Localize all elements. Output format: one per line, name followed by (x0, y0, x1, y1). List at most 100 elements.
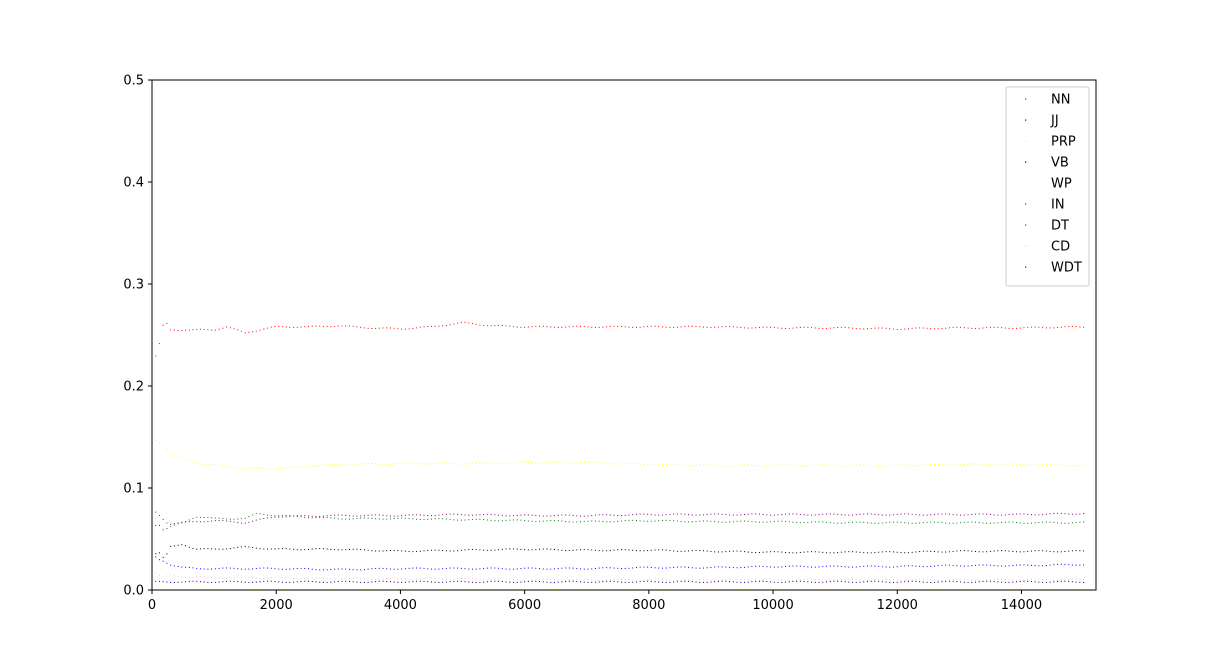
data-point (199, 516, 201, 518)
data-point (267, 327, 269, 329)
data-point (263, 577, 265, 579)
data-point (155, 556, 157, 558)
data-point (423, 519, 425, 521)
data-point (788, 552, 790, 554)
data-point (1019, 327, 1021, 329)
data-point (460, 514, 462, 516)
data-point (948, 513, 950, 515)
data-point (475, 581, 477, 583)
data-point (281, 568, 283, 570)
data-point (218, 517, 220, 519)
data-point (240, 587, 242, 589)
data-point (311, 517, 313, 519)
data-point (915, 522, 917, 524)
data-point (524, 567, 526, 569)
data-point (1023, 327, 1025, 329)
data-point (848, 465, 850, 467)
data-point (982, 564, 984, 566)
data-point (363, 463, 365, 465)
data-point (244, 581, 246, 583)
data-point (654, 325, 656, 327)
data-point (583, 326, 585, 328)
data-point (647, 586, 649, 588)
data-point (553, 568, 555, 570)
data-point (993, 514, 995, 516)
data-point (505, 325, 507, 327)
data-point (479, 578, 481, 580)
data-point (848, 566, 850, 568)
data-point (1038, 578, 1040, 580)
data-point (211, 517, 213, 519)
data-point (293, 326, 295, 328)
data-point (885, 514, 887, 516)
data-point (1023, 464, 1025, 466)
data-point (166, 522, 168, 524)
data-point (717, 513, 719, 515)
data-point (378, 587, 380, 589)
data-point (699, 326, 701, 328)
data-point (293, 578, 295, 580)
legend-item: VB (1025, 156, 1069, 171)
data-point (963, 581, 965, 583)
data-point (177, 455, 179, 457)
data-point (453, 587, 455, 589)
data-point (811, 514, 813, 516)
data-point (583, 578, 585, 580)
data-point (971, 581, 973, 583)
data-point (676, 587, 678, 589)
data-point (438, 581, 440, 583)
data-point (501, 586, 503, 588)
data-point (784, 566, 786, 568)
data-point (442, 578, 444, 580)
data-point (762, 326, 764, 328)
data-point (1064, 465, 1066, 467)
data-point (546, 578, 548, 580)
data-point (725, 566, 727, 568)
data-point (814, 514, 816, 516)
data-point (907, 579, 909, 581)
data-point (702, 514, 704, 516)
data-point (237, 568, 239, 570)
data-point (471, 323, 473, 325)
data-point (244, 587, 246, 589)
data-point (535, 462, 537, 464)
legend-marker (1025, 224, 1027, 226)
data-point (1019, 579, 1021, 581)
data-point (937, 521, 939, 523)
data-point (799, 513, 801, 515)
data-point (617, 567, 619, 569)
data-point (911, 551, 913, 553)
data-point (430, 518, 432, 520)
data-point (963, 550, 965, 552)
data-point (855, 579, 857, 581)
data-point (408, 462, 410, 464)
data-point (594, 549, 596, 551)
data-point (807, 465, 809, 467)
data-point (505, 548, 507, 550)
data-point (870, 522, 872, 524)
data-point (211, 587, 213, 589)
data-point (203, 328, 205, 330)
data-point (740, 327, 742, 329)
data-point (1068, 465, 1070, 467)
data-point (162, 560, 164, 562)
legend-label: VB (1051, 156, 1069, 171)
data-point (948, 580, 950, 582)
data-point (427, 518, 429, 520)
data-point (1027, 326, 1029, 328)
data-point (684, 513, 686, 515)
data-point (837, 580, 839, 582)
data-point (915, 465, 917, 467)
data-point (937, 463, 939, 465)
data-point (1045, 588, 1047, 590)
data-point (155, 580, 157, 582)
data-point (803, 578, 805, 580)
data-point (676, 520, 678, 522)
data-point (740, 579, 742, 581)
data-point (226, 567, 228, 569)
data-point (389, 577, 391, 579)
data-point (438, 578, 440, 580)
data-point (725, 465, 727, 467)
data-point (975, 463, 977, 465)
data-point (412, 587, 414, 589)
